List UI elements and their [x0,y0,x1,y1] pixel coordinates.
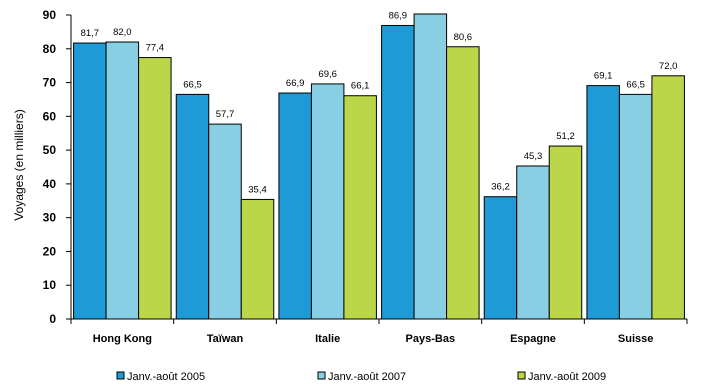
legend-label: Janv.-août 2007 [328,371,406,383]
y-tick-label: 80 [43,42,57,56]
data-label: 82,0 [113,27,132,38]
x-category-label: Taïwan [207,333,244,345]
bar [175,93,210,320]
y-tick-label: 90 [43,8,57,22]
y-tick-label: 70 [43,76,57,90]
legend-swatch [517,371,526,380]
data-label: 36,2 [491,182,510,193]
y-tick-label: 40 [43,177,57,191]
y-tick-label: 50 [43,143,57,157]
bar [138,57,172,320]
legend-swatch [116,371,125,380]
bar [240,198,275,320]
y-axis-ticks: 0 10 20 30 40 50 60 70 80 90 [43,8,71,326]
data-label: 86,9 [389,10,408,21]
data-label: 80,6 [454,32,473,43]
bars [73,13,685,320]
data-label: 69,6 [318,69,337,80]
data-label: 66,1 [351,81,370,92]
data-label: 66,5 [626,79,645,90]
bar [278,92,312,320]
bar [105,41,140,320]
data-label: 35,4 [248,184,267,195]
legend-label: Janv.-août 2009 [528,371,606,383]
data-label: 77,4 [146,43,165,54]
x-category-label: Pays-Bas [406,333,456,345]
x-category-label: Italie [315,333,340,345]
x-axis-categories: Hong Kong Taïwan Italie Pays-Bas Espagne Suis… [93,333,654,345]
bar [208,123,242,320]
y-axis-title: Voyages (en milliers) [12,109,26,220]
x-category-label: Espagne [510,333,556,345]
bar [586,85,620,320]
y-tick-label: 30 [43,211,57,225]
data-label: 66,9 [286,78,305,89]
bar [483,196,518,320]
x-category-label: Hong Kong [93,333,152,345]
axes [70,15,688,324]
data-label: 72,0 [659,61,678,72]
data-labels: 81,7 82,0 77,4 66,5 57,7 35,4 66,9 69,6 66,1 86,9… [81,10,678,195]
bar [548,145,583,320]
y-tick-label: 60 [43,109,57,123]
x-category-label: Suisse [618,333,653,345]
bar [73,42,107,320]
legend: Janv.-août 2005 Janv.-août 2007 Janv.-août… [116,371,606,383]
data-label: 81,7 [81,28,100,39]
y-tick-label: 0 [49,312,56,326]
data-label: 45,3 [524,151,543,162]
y-tick-label: 10 [43,278,57,292]
bar [618,93,653,320]
bar [446,46,480,320]
bar [381,24,415,320]
bar [343,95,377,320]
bar [516,165,550,320]
data-label: 66,5 [183,79,202,90]
bar [413,13,448,320]
legend-label: Janv.-août 2005 [127,371,205,383]
y-tick-label: 20 [43,244,57,258]
bar [310,83,345,320]
data-label: 51,2 [556,131,575,142]
data-label: 69,1 [594,71,613,82]
data-label: 57,7 [216,109,235,120]
bar [651,75,685,320]
legend-swatch [317,371,326,380]
